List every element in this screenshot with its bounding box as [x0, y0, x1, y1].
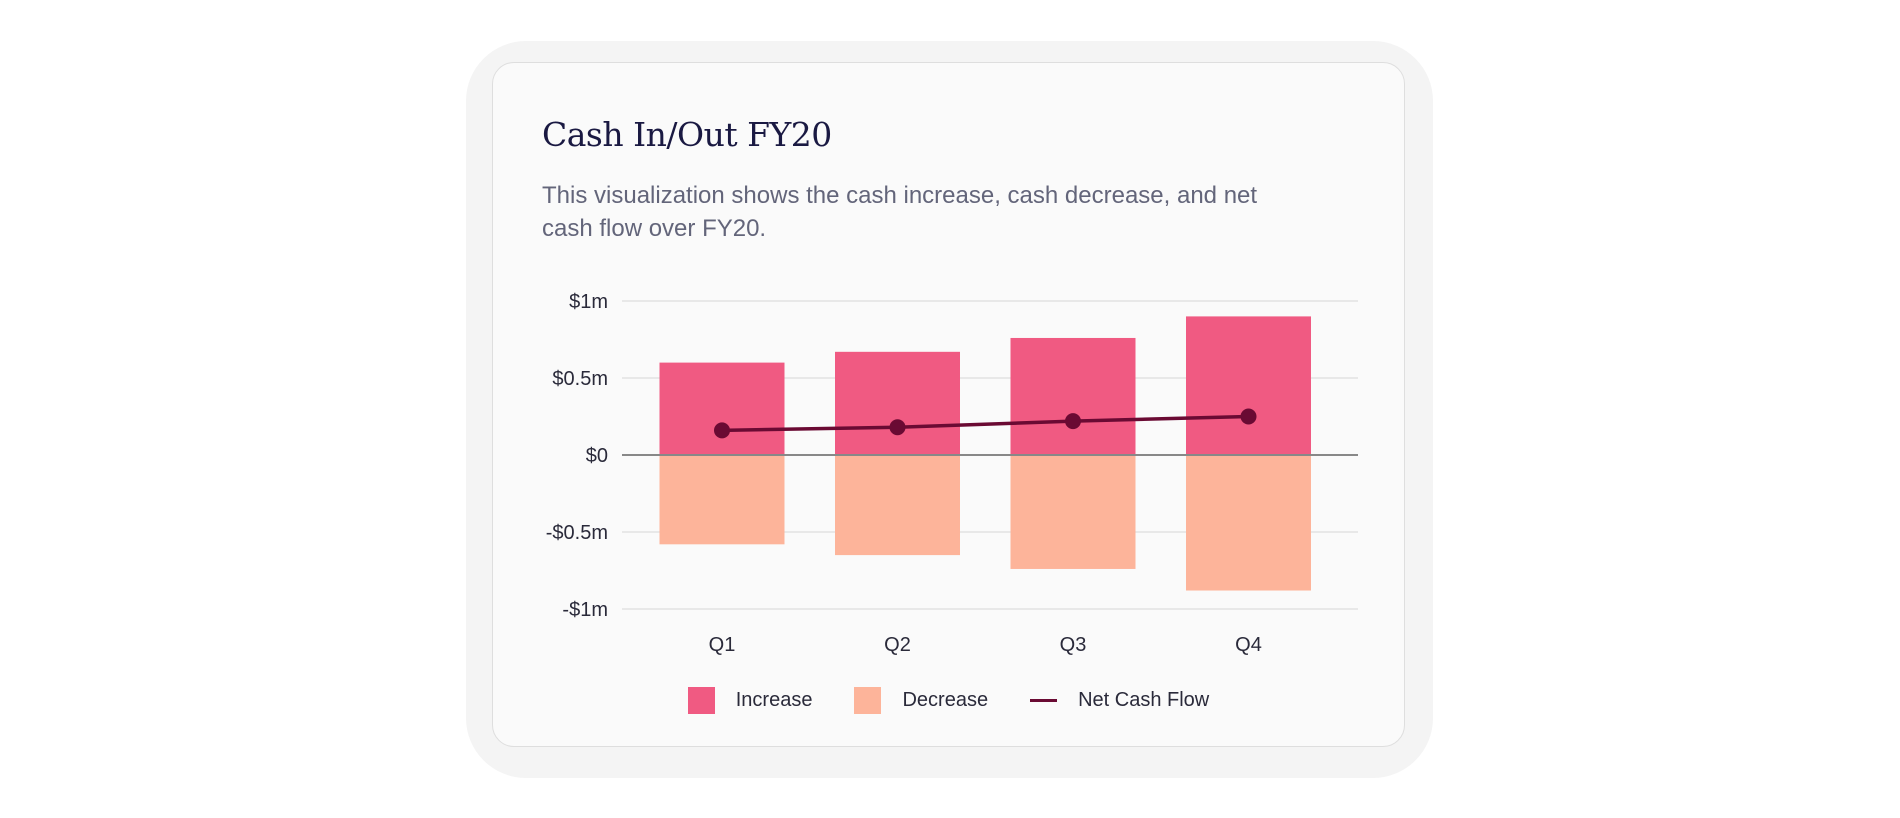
legend-label-net-cash-flow: Net Cash Flow	[1078, 689, 1210, 711]
bar-decrease	[659, 455, 785, 545]
bar-increase	[835, 351, 960, 455]
chart-card: Cash In/Out FY20 This visualization show…	[492, 62, 1405, 747]
legend-item-decrease: Decrease	[854, 687, 988, 714]
x-tick-label: Q1	[709, 634, 736, 656]
x-tick-label: Q4	[1235, 634, 1262, 656]
legend-label-decrease: Decrease	[902, 689, 989, 711]
legend-label-increase: Increase	[735, 689, 813, 711]
x-tick-label: Q2	[884, 634, 911, 656]
bar-increase	[1186, 316, 1311, 455]
y-tick-label: $1m	[569, 291, 608, 313]
y-tick-label: -$1m	[562, 599, 608, 621]
y-tick-label: -$0.5m	[546, 522, 608, 544]
x-tick-label: Q3	[1060, 634, 1087, 656]
net-cash-flow-point	[1065, 413, 1081, 430]
legend-swatch-net-cash-flow	[1030, 699, 1058, 702]
legend-item-net-cash-flow: Net Cash Flow	[1030, 689, 1209, 712]
net-cash-flow-point	[1240, 408, 1257, 425]
y-tick-label: $0.5m	[552, 368, 608, 390]
net-cash-flow-point	[889, 419, 906, 436]
legend-swatch-decrease	[854, 687, 882, 714]
legend-swatch-increase	[687, 687, 715, 714]
bar-decrease	[835, 455, 960, 556]
chart-subtitle: This visualization shows the cash increa…	[542, 182, 1258, 242]
net-cash-flow-point	[714, 422, 730, 439]
chart-title: Cash In/Out FY20	[542, 115, 832, 154]
net-cash-flow-line	[721, 414, 1249, 433]
legend-item-increase: Increase	[687, 687, 813, 714]
chart-legend: Increase Decrease Net Cash Flow	[493, 687, 1404, 714]
bar-decrease	[1186, 455, 1311, 591]
chart-canvas: $1m $0.5m $0 -$0.5m -$1m Q1 Q2 Q3 Q4	[546, 291, 1358, 656]
bar-increase	[1010, 337, 1136, 455]
bar-increase	[659, 362, 785, 455]
bar-decrease	[1010, 455, 1136, 569]
y-tick-label: $0	[586, 445, 608, 467]
